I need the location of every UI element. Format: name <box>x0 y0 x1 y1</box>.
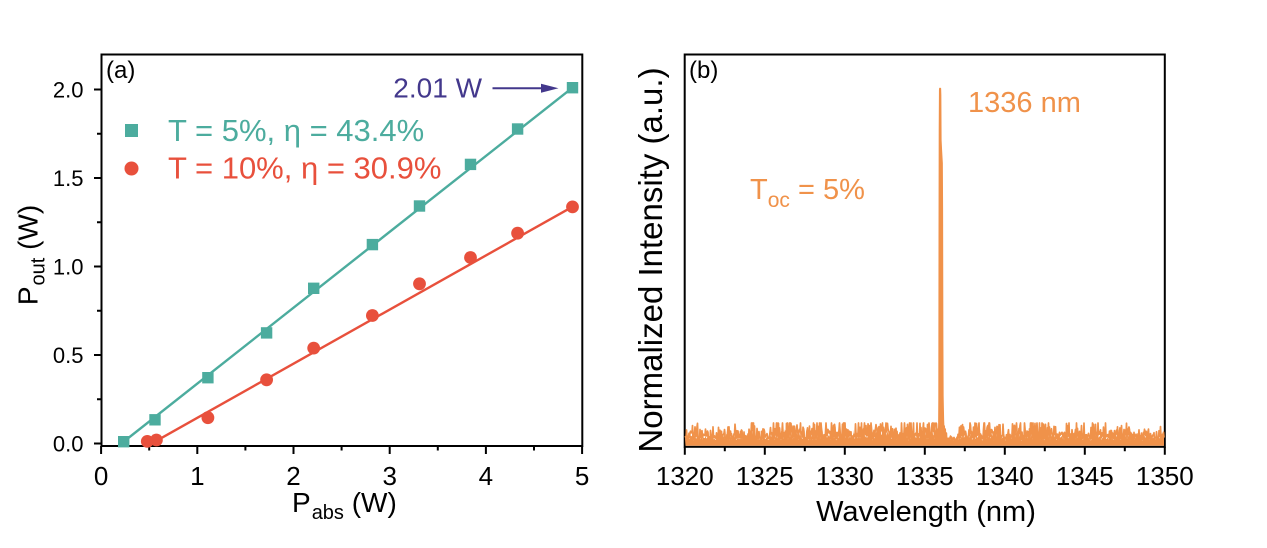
svg-text:(a): (a) <box>106 57 135 84</box>
svg-text:0: 0 <box>94 461 108 491</box>
svg-text:1335: 1335 <box>896 461 954 491</box>
svg-text:1.0: 1.0 <box>53 255 84 280</box>
svg-text:1.5: 1.5 <box>53 166 84 191</box>
svg-text:1340: 1340 <box>976 461 1034 491</box>
svg-text:2: 2 <box>286 461 300 491</box>
svg-text:Pabs (W): Pabs (W) <box>292 487 397 524</box>
svg-text:1320: 1320 <box>656 461 714 491</box>
svg-text:0.0: 0.0 <box>53 432 84 457</box>
svg-text:1350: 1350 <box>1136 461 1194 491</box>
svg-text:T = 10%, η = 30.9%: T = 10%, η = 30.9% <box>168 150 441 185</box>
svg-text:2.01 W: 2.01 W <box>393 73 482 104</box>
svg-text:1: 1 <box>190 461 204 491</box>
svg-text:5: 5 <box>575 461 589 491</box>
svg-text:3: 3 <box>382 461 396 491</box>
svg-text:Pout (W): Pout (W) <box>13 205 50 305</box>
svg-text:4: 4 <box>479 461 493 491</box>
svg-text:(b): (b) <box>689 57 718 84</box>
svg-text:Normalized Intensity (a.u.): Normalized Intensity (a.u.) <box>632 67 669 452</box>
svg-text:T = 5%, η = 43.4%: T = 5%, η = 43.4% <box>168 113 424 148</box>
svg-text:1336 nm: 1336 nm <box>968 87 1081 119</box>
svg-text:2.0: 2.0 <box>53 78 84 103</box>
svg-text:1330: 1330 <box>816 461 874 491</box>
svg-text:1325: 1325 <box>736 461 794 491</box>
svg-text:0.5: 0.5 <box>53 343 84 368</box>
svg-text:1345: 1345 <box>1056 461 1114 491</box>
svg-text:Wavelength (nm): Wavelength (nm) <box>816 496 1036 528</box>
